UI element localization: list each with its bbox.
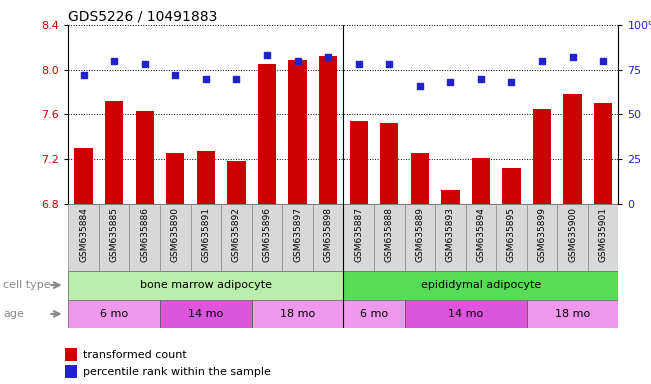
Bar: [380, 123, 398, 204]
Bar: [527, 204, 557, 271]
Text: GSM635888: GSM635888: [385, 207, 394, 262]
Text: GDS5226 / 10491883: GDS5226 / 10491883: [68, 10, 217, 24]
Bar: [252, 300, 343, 328]
Bar: [344, 271, 618, 300]
Bar: [99, 204, 130, 271]
Text: GSM635886: GSM635886: [140, 207, 149, 262]
Bar: [411, 153, 429, 204]
Bar: [503, 168, 521, 204]
Point: [201, 75, 211, 81]
Point: [109, 58, 119, 64]
Point: [292, 58, 303, 64]
Text: GSM635896: GSM635896: [262, 207, 271, 262]
Bar: [496, 204, 527, 271]
Text: GSM635892: GSM635892: [232, 207, 241, 262]
Text: epididymal adipocyte: epididymal adipocyte: [421, 280, 541, 290]
Bar: [588, 204, 618, 271]
Bar: [527, 300, 618, 328]
Bar: [74, 148, 93, 204]
Text: 18 mo: 18 mo: [280, 309, 315, 319]
Point: [262, 52, 272, 58]
Bar: [65, 348, 77, 361]
Bar: [68, 271, 344, 300]
Bar: [160, 300, 252, 328]
Point: [139, 61, 150, 67]
Text: GSM635897: GSM635897: [293, 207, 302, 262]
Text: transformed count: transformed count: [83, 349, 187, 359]
Text: GSM635889: GSM635889: [415, 207, 424, 262]
Bar: [350, 121, 368, 204]
Text: GSM635884: GSM635884: [79, 207, 88, 262]
Text: GSM635891: GSM635891: [201, 207, 210, 262]
Bar: [258, 64, 276, 204]
Text: 6 mo: 6 mo: [100, 309, 128, 319]
Bar: [105, 101, 124, 204]
Text: GSM635901: GSM635901: [599, 207, 607, 262]
Text: age: age: [3, 309, 24, 319]
Bar: [344, 204, 374, 271]
Bar: [68, 300, 160, 328]
Text: 14 mo: 14 mo: [448, 309, 483, 319]
Bar: [252, 204, 283, 271]
Bar: [557, 204, 588, 271]
Point: [445, 79, 456, 85]
Bar: [221, 204, 252, 271]
Text: GSM635894: GSM635894: [477, 207, 486, 262]
Point: [170, 72, 180, 78]
Bar: [65, 365, 77, 379]
Bar: [563, 94, 582, 204]
Bar: [197, 151, 215, 204]
Bar: [227, 161, 245, 204]
Bar: [465, 204, 496, 271]
Bar: [283, 204, 313, 271]
Text: GSM635895: GSM635895: [507, 207, 516, 262]
Bar: [130, 204, 160, 271]
Bar: [160, 204, 191, 271]
Point: [506, 79, 517, 85]
Bar: [68, 204, 99, 271]
Point: [323, 54, 333, 60]
Bar: [288, 60, 307, 204]
Bar: [404, 204, 435, 271]
Bar: [441, 190, 460, 204]
Text: GSM635887: GSM635887: [354, 207, 363, 262]
Point: [568, 54, 578, 60]
Bar: [313, 204, 344, 271]
Point: [78, 72, 89, 78]
Bar: [344, 300, 404, 328]
Text: GSM635899: GSM635899: [538, 207, 547, 262]
Point: [476, 75, 486, 81]
Bar: [191, 204, 221, 271]
Bar: [166, 153, 184, 204]
Point: [537, 58, 547, 64]
Text: GSM635898: GSM635898: [324, 207, 333, 262]
Bar: [472, 158, 490, 204]
Bar: [319, 56, 337, 204]
Text: GSM635890: GSM635890: [171, 207, 180, 262]
Text: cell type: cell type: [3, 280, 51, 290]
Text: bone marrow adipocyte: bone marrow adipocyte: [140, 280, 272, 290]
Text: GSM635893: GSM635893: [446, 207, 455, 262]
Bar: [404, 300, 527, 328]
Text: percentile rank within the sample: percentile rank within the sample: [83, 367, 271, 377]
Bar: [594, 103, 613, 204]
Text: 6 mo: 6 mo: [360, 309, 388, 319]
Text: 14 mo: 14 mo: [188, 309, 223, 319]
Text: GSM635900: GSM635900: [568, 207, 577, 262]
Point: [231, 75, 242, 81]
Bar: [533, 109, 551, 204]
Point: [353, 61, 364, 67]
Point: [415, 83, 425, 89]
Bar: [374, 204, 404, 271]
Bar: [435, 204, 465, 271]
Text: GSM635885: GSM635885: [110, 207, 118, 262]
Point: [598, 58, 609, 64]
Text: 18 mo: 18 mo: [555, 309, 590, 319]
Point: [384, 61, 395, 67]
Bar: [135, 111, 154, 204]
